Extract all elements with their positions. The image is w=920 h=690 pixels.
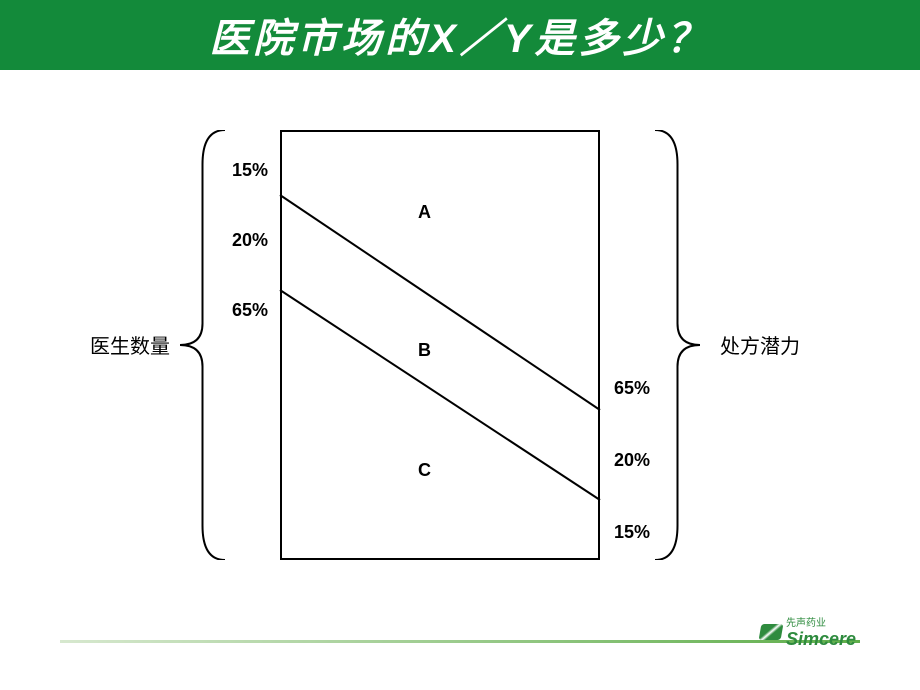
logo-en-text: Simcere: [786, 629, 856, 650]
logo-cn-text: 先声药业: [786, 614, 856, 629]
region-c: C: [418, 460, 431, 481]
diagram-area: A B C 15% 20% 65% 65% 20% 15% 医生数量 处方潜力: [0, 130, 920, 600]
right-pct-1: 20%: [614, 450, 650, 471]
right-side-label: 处方潜力: [720, 330, 800, 359]
left-pct-2: 65%: [232, 300, 268, 321]
left-pct-1: 20%: [232, 230, 268, 251]
left-pct-0: 15%: [232, 160, 268, 181]
left-side-label: 医生数量: [90, 330, 170, 359]
logo: 先声药业 Simcere: [760, 614, 856, 650]
title-bar: 医院市场的X／Y是多少？: [0, 0, 920, 70]
title-text: 医院市场的X／Y是多少？: [209, 6, 710, 64]
diagram-box: [280, 130, 600, 560]
right-brace: [655, 130, 700, 560]
right-pct-2: 15%: [614, 522, 650, 543]
footer-line: [60, 640, 860, 643]
region-a: A: [418, 202, 431, 223]
right-pct-0: 65%: [614, 378, 650, 399]
leaf-icon: [759, 624, 784, 640]
left-brace: [180, 130, 225, 560]
region-b: B: [418, 340, 431, 361]
